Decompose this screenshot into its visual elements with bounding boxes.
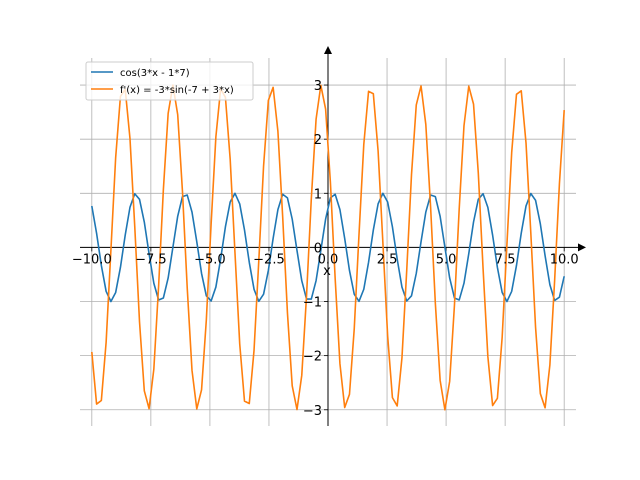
x-tick-label: 5.0 — [436, 252, 457, 267]
y-tick-label: 0 — [314, 241, 322, 256]
x-tick-label: −5.0 — [194, 252, 226, 267]
legend: cos(3*x - 1*7) f'(x) = -3*sin(-7 + 3*x) — [85, 61, 254, 101]
y-tick-label: 2 — [314, 133, 322, 148]
tick-labels: −10.0 −7.5 −5.0 −2.5 0.0 2.5 5.0 7.5 10.0 −3 −2 −1 0… — [72, 79, 579, 419]
x-tick-label: −7.5 — [135, 252, 167, 267]
y-tick-label: 1 — [314, 187, 322, 202]
x-tick-label: 7.5 — [495, 252, 516, 267]
x-axis-arrow — [578, 243, 586, 252]
legend-label-cos: cos(3*x - 1*7) — [120, 68, 190, 79]
x-tick-label: 0.0 — [318, 252, 339, 267]
y-tick-label: −1 — [303, 296, 322, 311]
x-axis-label: x — [323, 264, 331, 279]
series-line-0 — [91, 192, 565, 303]
y-tick-label: −2 — [303, 350, 322, 365]
legend-frame — [85, 61, 254, 101]
y-tick-label: 3 — [314, 79, 322, 94]
y-axis-arrow — [324, 46, 332, 54]
x-tick-label: 2.5 — [377, 252, 398, 267]
x-tick-label: 10.0 — [550, 252, 579, 267]
x-tick-label: −10.0 — [72, 252, 112, 267]
y-tick-label: −3 — [303, 404, 322, 419]
legend-label-derivative: f'(x) = -3*sin(-7 + 3*x) — [120, 85, 234, 96]
x-tick-label: −2.5 — [253, 252, 285, 267]
